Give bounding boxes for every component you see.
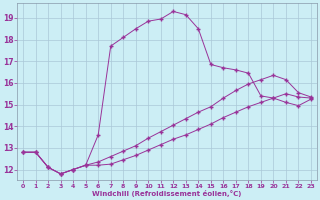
X-axis label: Windchill (Refroidissement éolien,°C): Windchill (Refroidissement éolien,°C) xyxy=(92,190,242,197)
